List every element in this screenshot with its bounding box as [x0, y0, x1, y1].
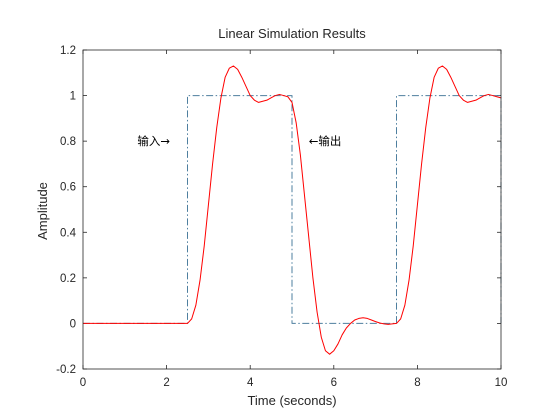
annotation-label: 输入→: [137, 134, 170, 148]
y-axis-label: Amplitude: [35, 182, 50, 240]
x-tick-label: 0: [80, 377, 86, 389]
annotation-label: ←输出: [309, 134, 342, 148]
annotation-layer: 输入→ ←输出: [137, 134, 341, 148]
y-tick-label: 0: [70, 318, 76, 330]
x-tick-label: 8: [414, 377, 420, 389]
y-tick-label: -0.2: [56, 364, 76, 376]
y-tick-label: 0.4: [60, 227, 77, 239]
series-layer: [83, 65, 502, 355]
x-tick-label: 2: [163, 377, 169, 389]
x-tick-label: 6: [331, 377, 337, 389]
series-input-line: [83, 95, 502, 324]
y-tick-label: 0.6: [60, 182, 76, 194]
series-output-line: [83, 65, 502, 355]
y-tick-label: 0.2: [60, 273, 76, 285]
axes-box: [82, 49, 502, 370]
x-axis-label: Time (seconds): [247, 393, 336, 408]
chart-title: Linear Simulation Results: [218, 26, 366, 41]
y-tick-label: 0.8: [60, 136, 76, 148]
y-tick-label: 1.2: [60, 45, 76, 57]
y-tick-label: 1: [70, 91, 76, 103]
x-tick-label: 4: [247, 377, 254, 389]
x-tick-label: 10: [495, 377, 508, 389]
